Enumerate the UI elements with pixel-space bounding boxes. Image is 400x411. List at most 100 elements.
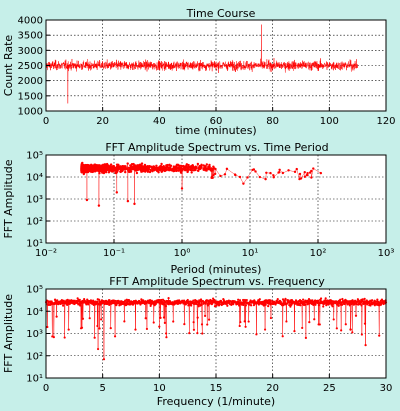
spectrum-point: [354, 314, 358, 317]
x-tick-label: 10: [153, 383, 166, 394]
spectrum-point: [293, 170, 297, 174]
spectrum-point: [124, 165, 127, 168]
spectrum-point: [238, 175, 242, 179]
y-tick-label: 10²: [26, 351, 43, 362]
spectrum-point: [363, 322, 367, 325]
spectrum-point: [232, 303, 235, 306]
x-tick-label: 100: [320, 116, 339, 127]
data-series: [80, 161, 323, 207]
spectrum-point: [337, 304, 340, 307]
spectrum-point: [258, 175, 262, 179]
spectrum-point: [287, 169, 290, 172]
spectrum-point: [56, 299, 59, 302]
x-tick-label: 60: [210, 116, 223, 127]
spectrum-point: [145, 327, 149, 331]
spectrum-point: [331, 305, 334, 308]
spectrum-point: [100, 318, 103, 321]
spectrum-point: [339, 298, 342, 301]
spectrum-point: [85, 303, 88, 306]
x-tick-label: 10²: [310, 248, 327, 259]
spectrum-point: [250, 304, 253, 307]
spectrum-point: [207, 318, 211, 321]
spectrum-point: [140, 162, 144, 165]
spectrum-point: [254, 170, 257, 173]
spectrum-point: [169, 164, 173, 167]
spectrum-point: [163, 303, 166, 306]
spectrum-point: [293, 330, 296, 333]
spectrum-point: [190, 171, 193, 174]
spectrum-point: [301, 326, 304, 330]
x-tick-label: 15: [210, 383, 223, 394]
spectrum-point: [146, 170, 150, 173]
spectrum-point: [109, 327, 112, 330]
spectrum-point: [370, 299, 374, 302]
time-course-chart: Time Course 0 20 40 60 80 100 120 1000 1500 2000 2…: [2, 7, 396, 137]
spectrum-point: [179, 171, 183, 174]
spectrum-point: [186, 298, 189, 302]
spectrum-point: [322, 305, 325, 308]
x-tick-label: 10¹: [242, 248, 259, 259]
spectrum-point: [310, 169, 313, 173]
chart-title: FFT Amplitude Spectrum vs. Time Period: [105, 141, 328, 154]
spectrum-point: [281, 298, 285, 301]
spectrum-point: [97, 204, 101, 207]
x-axis-label: time (minutes): [175, 124, 256, 137]
spectrum-point: [149, 304, 152, 307]
spectrum-point: [63, 336, 66, 339]
x-tick-label: 40: [153, 116, 166, 127]
spectrum-point: [223, 173, 227, 176]
spectrum-point: [269, 171, 272, 175]
x-tick-label: 10⁻¹: [103, 248, 125, 259]
chart-title: Time Course: [186, 7, 256, 20]
spectrum-point: [67, 328, 70, 331]
spectrum-point: [245, 298, 248, 302]
spectrum-point: [199, 298, 203, 301]
y-tick-label: 10³: [26, 329, 43, 340]
spectrum-point: [190, 168, 194, 172]
spectrum-point: [160, 162, 163, 166]
data-series: [45, 297, 388, 361]
y-tick-label: 3000: [18, 46, 43, 57]
spectrum-point: [244, 325, 247, 328]
x-tick-label: 0: [43, 116, 49, 127]
y-tick-label: 2500: [18, 61, 43, 72]
x-tick-label: 10³: [378, 248, 395, 259]
spectrum-point: [164, 304, 167, 308]
spectrum-point: [102, 358, 106, 361]
x-axis-label: Period (minutes): [171, 263, 262, 276]
spectrum-point: [205, 163, 209, 166]
spectrum-point: [319, 171, 323, 175]
spectrum-point: [83, 298, 86, 301]
spectrum-point: [80, 326, 84, 329]
spectrum-point: [172, 320, 175, 323]
spectrum-point: [98, 327, 101, 330]
spectrum-point: [307, 297, 311, 301]
spectrum-point: [154, 302, 157, 305]
spectrum-point: [87, 303, 90, 306]
spectrum-point: [340, 329, 343, 332]
spectrum-point: [310, 176, 313, 179]
spectrum-point: [206, 323, 209, 326]
spectrum-point: [109, 163, 113, 166]
spectrum-point: [272, 174, 275, 177]
spectrum-point: [351, 331, 354, 334]
spectrum-point: [278, 171, 281, 174]
spectrum-point: [96, 324, 99, 328]
y-tick-label: 10¹: [26, 239, 43, 250]
spectrum-point: [239, 321, 242, 324]
spectrum-point: [88, 317, 91, 320]
spectrum-point: [237, 304, 241, 307]
y-tick-label: 10⁵: [26, 285, 43, 296]
spectrum-point: [332, 318, 335, 321]
y-tick-label: 10¹: [26, 374, 43, 385]
spectrum-point: [263, 328, 267, 331]
y-tick-label: 10³: [26, 195, 43, 206]
y-tick-label: 4000: [18, 16, 43, 27]
spectrum-point: [242, 298, 245, 302]
spectrum-point: [96, 347, 100, 351]
spectrum-point: [269, 316, 273, 320]
spectrum-point: [183, 323, 186, 326]
spectrum-point: [93, 336, 96, 339]
y-tick-label: 3500: [18, 31, 43, 42]
spectrum-point: [208, 165, 211, 168]
